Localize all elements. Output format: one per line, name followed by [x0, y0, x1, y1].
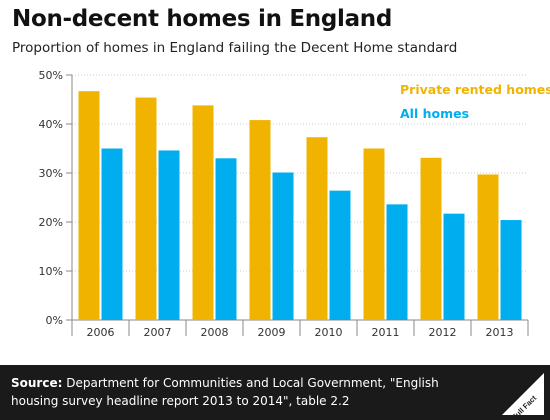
y-tick-label: 30% [39, 167, 63, 180]
y-tick-label: 20% [39, 216, 63, 229]
x-tick-label: 2012 [429, 326, 457, 339]
bar-private-rented [363, 148, 385, 320]
bar-all-homes [272, 172, 294, 320]
chart-title: Non-decent homes in England [12, 6, 393, 32]
x-tick-label: 2007 [144, 326, 172, 339]
full-fact-logo-icon: Full Fact [502, 373, 544, 415]
bar-all-homes [158, 150, 180, 320]
bar-private-rented [135, 97, 157, 320]
x-tick-label: 2008 [201, 326, 229, 339]
y-tick-label: 40% [39, 118, 63, 131]
x-tick-label: 2006 [87, 326, 115, 339]
bar-private-rented [192, 105, 214, 320]
bar-all-homes [101, 148, 123, 320]
bar-private-rented [420, 157, 442, 320]
bar-all-homes [500, 220, 522, 320]
y-tick-label: 50% [39, 69, 63, 82]
footer: Source: Department for Communities and L… [0, 365, 550, 420]
bar-all-homes [215, 158, 237, 320]
x-tick-label: 2013 [486, 326, 514, 339]
bar-all-homes [329, 190, 351, 320]
bar-all-homes [386, 204, 408, 320]
bar-private-rented [477, 174, 499, 320]
x-tick-label: 2010 [315, 326, 343, 339]
source-note: Source: Department for Communities and L… [11, 374, 481, 410]
bar-all-homes [443, 213, 465, 320]
source-label: Source: [11, 376, 63, 390]
bar-private-rented [306, 137, 328, 320]
legend-private-rented: Private rented homes [400, 82, 550, 97]
bar-private-rented [249, 120, 271, 320]
y-tick-label: 0% [46, 314, 63, 327]
chart-subtitle: Proportion of homes in England failing t… [12, 40, 458, 56]
bar-private-rented [78, 91, 100, 320]
y-tick-label: 10% [39, 265, 63, 278]
x-tick-label: 2011 [372, 326, 400, 339]
bar-chart: 0% 10% 20% 30% 40% 50% 2006 2007 2008 2009 2010 201… [39, 69, 550, 339]
source-text: Department for Communities and Local Gov… [11, 376, 439, 408]
legend-all-homes: All homes [400, 106, 469, 121]
x-tick-label: 2009 [258, 326, 286, 339]
